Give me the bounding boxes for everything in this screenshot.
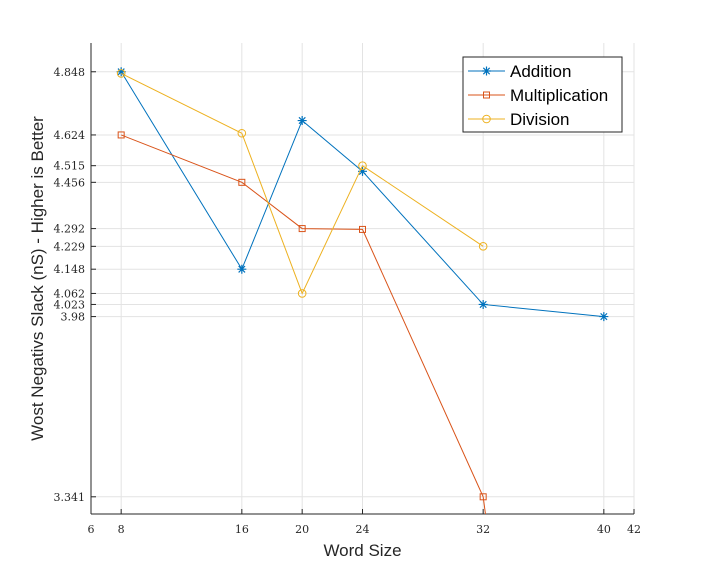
legend-marker-addition	[482, 66, 491, 76]
data-point-addition	[358, 166, 367, 176]
y-tick-label: 4.062	[54, 287, 86, 300]
plot-area	[116, 67, 609, 514]
y-tick-label: 4.515	[54, 160, 86, 173]
y-axis-label: Wost Negativs Slack (nS) - Higher is Bet…	[28, 116, 47, 441]
data-point-division	[358, 161, 367, 170]
data-point-division	[478, 242, 488, 251]
x-tick-label: 16	[235, 523, 249, 536]
x-tick-label: 24	[356, 523, 370, 536]
legend-label-addition: Addition	[510, 62, 571, 81]
legend-label-division: Division	[510, 110, 570, 129]
y-tick-label: 4.848	[54, 66, 86, 79]
series-line-division	[120, 73, 484, 295]
legend-entry-division: Division	[468, 110, 570, 129]
x-axis-label: Word Size	[323, 541, 401, 560]
y-tick-label: 4.292	[54, 223, 86, 236]
legend-marker-division	[482, 114, 491, 124]
y-tick-label: 4.624	[54, 129, 86, 142]
legend-label-multiplication: Multiplication	[510, 86, 608, 105]
y-tick-label: 4.148	[54, 263, 86, 276]
legend: Addition Multiplication Division	[462, 56, 623, 133]
y-tick-label: 3.341	[54, 491, 86, 504]
y-tick-label: 3.98	[61, 311, 86, 324]
data-point-addition	[478, 299, 488, 309]
data-point-multiplication	[298, 225, 306, 233]
y-tick-label: 4.229	[54, 240, 86, 253]
y-tick-label: 4.456	[54, 176, 86, 189]
y-tick-label: 4.023	[54, 298, 86, 311]
data-point-multiplication	[479, 493, 487, 501]
data-point-addition	[297, 116, 307, 126]
x-tick-label: 40	[597, 523, 611, 536]
series-line-addition	[120, 71, 604, 318]
data-point-multiplication	[359, 225, 366, 233]
x-tick-label: 42	[627, 523, 641, 536]
legend-entry-multiplication: Multiplication	[468, 86, 608, 105]
data-point-addition	[116, 67, 126, 77]
legend-marker-multiplication	[483, 91, 490, 99]
data-point-division	[237, 128, 247, 138]
legend-entry-addition: Addition	[468, 62, 571, 81]
data-point-multiplication	[238, 178, 246, 186]
axes	[90, 43, 635, 515]
data-point-division	[297, 289, 307, 298]
data-point-multiplication	[117, 131, 125, 139]
x-tick-label: 6	[88, 523, 95, 536]
data-point-division	[116, 69, 126, 78]
x-tick-label: 32	[476, 523, 490, 536]
x-tick-label: 20	[295, 523, 309, 536]
series-division	[116, 69, 488, 298]
data-point-addition	[599, 312, 609, 322]
data-point-addition	[237, 264, 247, 274]
x-tick-label: 8	[118, 523, 125, 536]
series-addition	[116, 67, 609, 322]
